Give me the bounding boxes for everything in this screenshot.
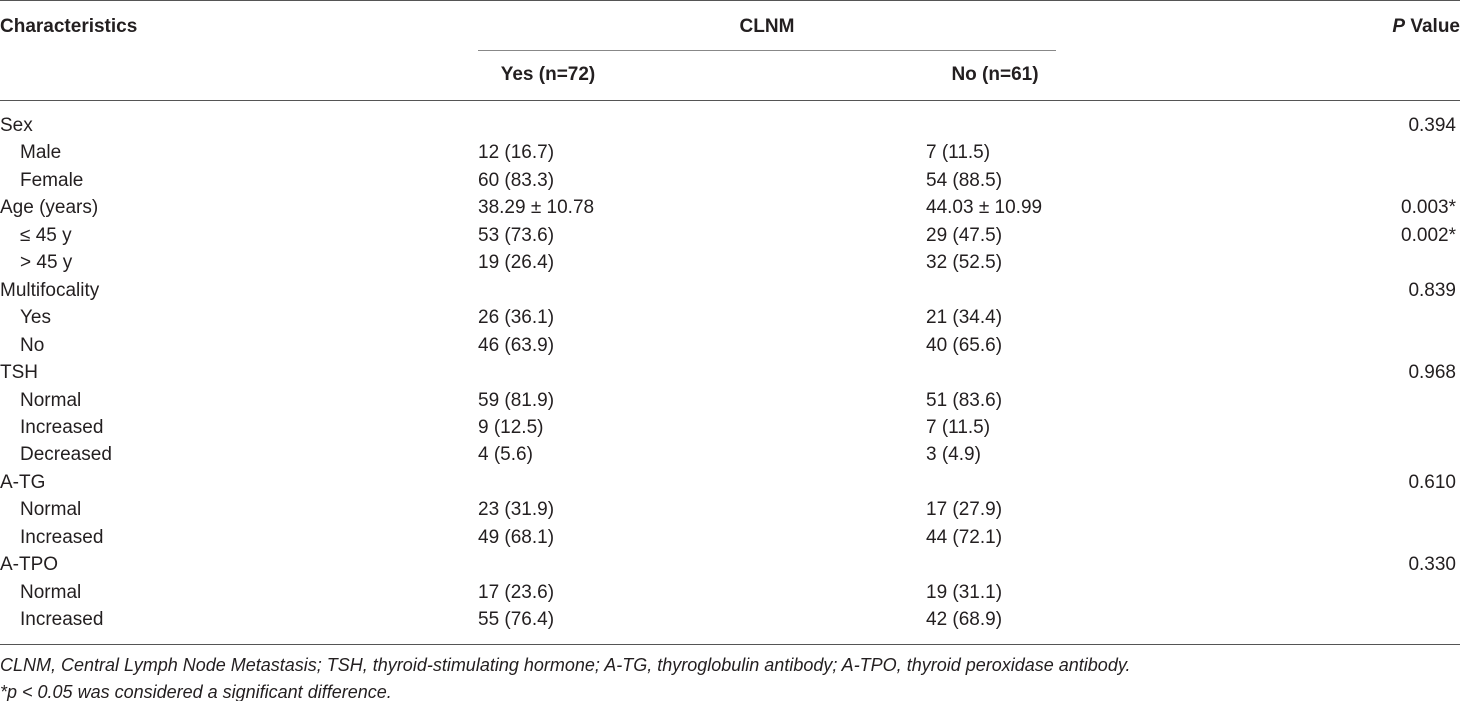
row-label: ≤ 45 y <box>20 224 72 246</box>
cell-yes: 53 (73.6) <box>478 224 555 246</box>
cell-no: 32 (52.5) <box>926 252 1003 274</box>
group-label: TSH <box>0 362 38 384</box>
cell-p: 0.330 <box>1408 554 1456 576</box>
header-part: P <box>1392 16 1406 37</box>
cell-yes: 46 (63.9) <box>478 334 555 356</box>
cell-p: 0.002* <box>1401 224 1456 246</box>
row-label: > 45 y <box>20 252 73 274</box>
cell-no: 42 (68.9) <box>926 609 1003 631</box>
cell-no: 17 (27.9) <box>926 499 1003 521</box>
group-label: Age (years) <box>0 197 99 219</box>
footnote: CLNM, Central Lymph Node Metastasis; TSH… <box>0 655 1131 675</box>
cell-yes: 17 (23.6) <box>478 581 555 603</box>
row-label: Normal <box>20 499 82 521</box>
cell-yes: 26 (36.1) <box>478 307 555 329</box>
cell-no: 3 (4.9) <box>926 444 981 466</box>
cell-yes: 59 (81.9) <box>478 389 555 411</box>
cell-no: 7 (11.5) <box>926 142 991 164</box>
row-label: Increased <box>20 416 104 438</box>
bottom-rule <box>0 644 1460 645</box>
cell-no: 40 (65.6) <box>926 334 1003 356</box>
cell-p: 0.610 <box>1408 471 1456 493</box>
cell-no: 51 (83.6) <box>926 389 1003 411</box>
cell-yes: 12 (16.7) <box>478 142 555 164</box>
cell-no: 54 (88.5) <box>926 169 1003 191</box>
cell-yes: 23 (31.9) <box>478 499 555 521</box>
row-label: Yes <box>20 307 51 329</box>
cell-no: 44 (72.1) <box>926 526 1003 548</box>
header-cell: No (n=61) <box>951 64 1039 85</box>
cell-yes: 60 (83.3) <box>478 169 555 191</box>
row-label: Male <box>20 142 62 164</box>
cell-yes: 4 (5.6) <box>478 444 533 466</box>
footnote: *p < 0.05 was considered a significant d… <box>0 682 392 701</box>
cell-yes: 49 (68.1) <box>478 526 555 548</box>
row-label: Normal <box>20 389 82 411</box>
row-label: Decreased <box>20 444 112 466</box>
header-cell: P Value <box>1392 16 1460 38</box>
top-rule <box>0 0 1460 1</box>
cell-yes: 19 (26.4) <box>478 252 555 274</box>
cell-yes: 55 (76.4) <box>478 609 555 631</box>
header-part: Value <box>1410 16 1460 37</box>
header-rule <box>0 100 1460 101</box>
cell-yes: 9 (12.5) <box>478 416 544 438</box>
row-label: Increased <box>20 609 104 631</box>
cell-p: 0.003* <box>1401 197 1456 219</box>
row-label: Increased <box>20 526 104 548</box>
cell-no: 44.03 ± 10.99 <box>926 197 1043 219</box>
cell-no: 21 (34.4) <box>926 307 1003 329</box>
cell-no: 29 (47.5) <box>926 224 1003 246</box>
row-label: Normal <box>20 581 82 603</box>
group-label: Multifocality <box>0 279 100 301</box>
group-label: A-TG <box>0 471 46 493</box>
cell-p: 0.968 <box>1408 362 1456 384</box>
cell-no: 7 (11.5) <box>926 416 991 438</box>
cell-no: 19 (31.1) <box>926 581 1003 603</box>
group-label: Sex <box>0 115 33 136</box>
header-cell: Characteristics <box>0 16 138 37</box>
row-label: Female <box>20 169 84 191</box>
cell-p: 0.839 <box>1408 279 1456 301</box>
header-cell: Yes (n=72) <box>500 64 596 85</box>
group-label: A-TPO <box>0 554 59 576</box>
header-cell: CLNM <box>739 16 795 37</box>
cell-yes: 38.29 ± 10.78 <box>478 197 595 219</box>
cell-p: 0.394 <box>1408 115 1456 136</box>
row-label: No <box>20 334 45 356</box>
group-rule <box>478 50 1056 51</box>
